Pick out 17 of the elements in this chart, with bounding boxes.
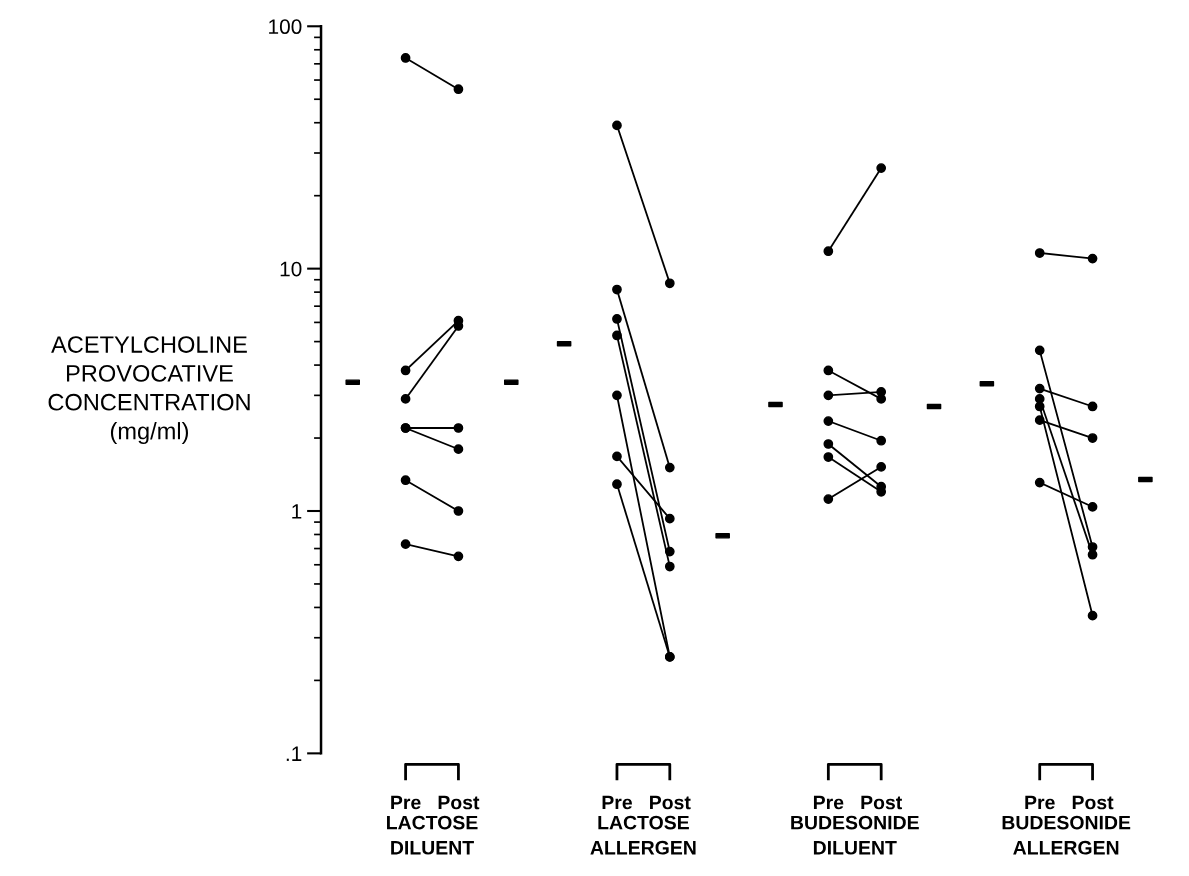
x-tick-label: Post <box>1072 795 1114 810</box>
y-tick-label: .1 <box>286 746 302 761</box>
text: LACTOSE DILUENT <box>387 815 478 855</box>
x-tick-label: Post <box>861 795 903 810</box>
y-tick-label: 1 <box>292 504 302 519</box>
text: LACTOSE ALLERGEN <box>590 815 696 855</box>
x-tick-label: Pre <box>1025 795 1055 810</box>
x-tick-label: Post <box>650 795 691 810</box>
text: BUDESONIDE DILUENT <box>791 815 919 855</box>
y-tick-label: 100 <box>269 19 302 35</box>
y-axis-title: ACETYLCHOLINE PROVOCATIVE CONCENTRATION (mg/ml) <box>48 336 250 445</box>
x-tick-label: Pre <box>391 795 421 810</box>
x-tick-label: Post <box>438 795 480 810</box>
text: BUDESONIDE ALLERGEN <box>1002 815 1131 855</box>
x-tick-label: Pre <box>602 795 632 810</box>
x-tick-label: Pre <box>813 795 844 810</box>
y-tick-label: 10 <box>280 261 302 277</box>
